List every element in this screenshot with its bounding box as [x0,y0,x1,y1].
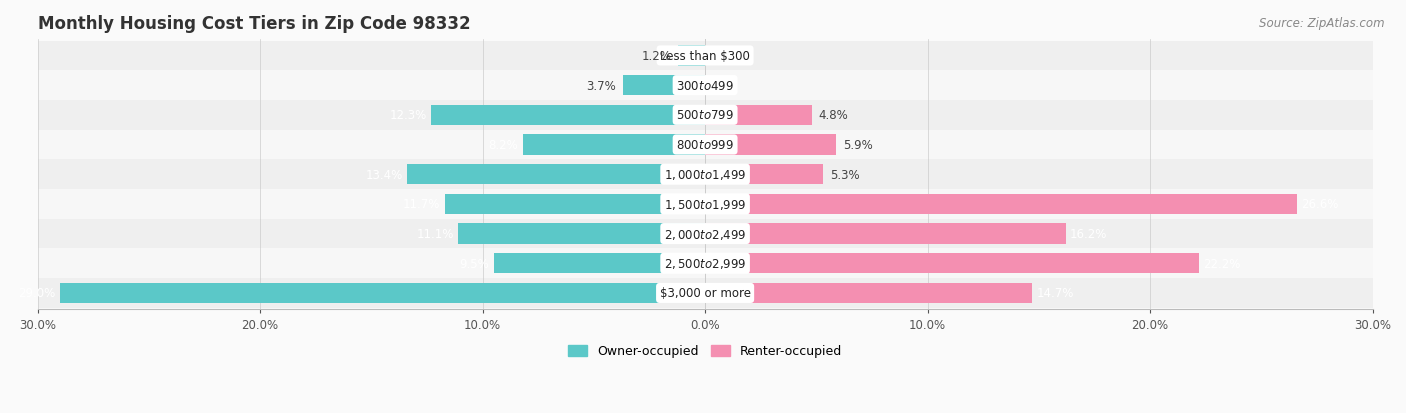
Text: $2,500 to $2,999: $2,500 to $2,999 [664,256,747,271]
Bar [706,254,1199,274]
Bar [38,190,1372,219]
Text: $800 to $999: $800 to $999 [676,139,734,152]
Bar [458,224,706,244]
Text: 11.7%: 11.7% [404,198,440,211]
Text: Source: ZipAtlas.com: Source: ZipAtlas.com [1260,17,1385,29]
Bar [38,71,1372,101]
Bar [706,135,837,155]
Text: 26.6%: 26.6% [1302,198,1339,211]
Text: 14.7%: 14.7% [1036,287,1074,300]
Bar [706,105,811,126]
Text: 22.2%: 22.2% [1204,257,1241,270]
Text: 16.2%: 16.2% [1070,228,1108,240]
Bar [432,105,706,126]
Bar [406,165,706,185]
Text: 5.3%: 5.3% [830,168,859,181]
Bar [444,195,706,214]
Bar [38,278,1372,308]
Legend: Owner-occupied, Renter-occupied: Owner-occupied, Renter-occupied [564,339,846,363]
Bar [706,224,1066,244]
Bar [38,41,1372,71]
Text: $500 to $799: $500 to $799 [676,109,734,122]
Bar [38,249,1372,278]
Bar [706,165,823,185]
Text: 13.4%: 13.4% [366,168,402,181]
Text: Monthly Housing Cost Tiers in Zip Code 98332: Monthly Housing Cost Tiers in Zip Code 9… [38,15,471,33]
Text: $1,500 to $1,999: $1,500 to $1,999 [664,197,747,211]
Bar [38,131,1372,160]
Text: 3.7%: 3.7% [586,79,616,93]
Bar [38,160,1372,190]
Text: 8.2%: 8.2% [488,139,519,152]
Text: 11.1%: 11.1% [416,228,454,240]
Text: 1.2%: 1.2% [643,50,672,63]
Bar [60,283,706,303]
Text: 29.0%: 29.0% [18,287,55,300]
Text: $1,000 to $1,499: $1,000 to $1,499 [664,168,747,182]
Text: $2,000 to $2,499: $2,000 to $2,499 [664,227,747,241]
Text: Less than $300: Less than $300 [661,50,749,63]
Bar [523,135,706,155]
Text: 9.5%: 9.5% [460,257,489,270]
Bar [679,46,706,66]
Text: 12.3%: 12.3% [389,109,427,122]
Bar [623,76,706,96]
Text: $3,000 or more: $3,000 or more [659,287,751,300]
Bar [38,219,1372,249]
Bar [494,254,706,274]
Text: 5.9%: 5.9% [844,139,873,152]
Bar [706,283,1032,303]
Text: $300 to $499: $300 to $499 [676,79,734,93]
Bar [38,101,1372,131]
Bar [706,195,1296,214]
Text: 4.8%: 4.8% [818,109,848,122]
